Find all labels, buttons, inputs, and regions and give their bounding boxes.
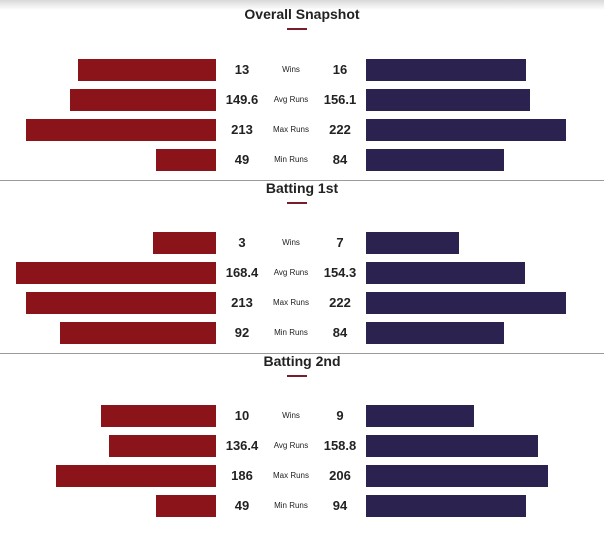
panel-title: Overall Snapshot	[244, 6, 360, 22]
row-max-runs: 213 Max Runs 222	[0, 292, 604, 314]
title-underline	[287, 28, 307, 30]
panel-title: Batting 1st	[265, 180, 339, 196]
panel-batting-2nd: Batting 2nd 10 Wins 9 136.4 Avg Runs 158…	[0, 347, 604, 519]
right-bar	[366, 405, 474, 427]
right-value-label: 154.3	[323, 265, 357, 280]
row-wins: 13 Wins 16	[0, 59, 604, 81]
row-wins: 10 Wins 9	[0, 405, 604, 427]
row-min-runs: 92 Min Runs 84	[0, 322, 604, 344]
metric-label: Max Runs	[272, 125, 309, 134]
metric-label: Min Runs	[274, 501, 308, 510]
left-value-label: 92	[234, 325, 250, 340]
section-divider	[0, 180, 604, 181]
metric-label: Min Runs	[274, 328, 308, 337]
panel-overall-snapshot: Overall Snapshot 13 Wins 16 149.6 Avg Ru…	[0, 0, 604, 172]
right-value-label: 7	[336, 235, 344, 250]
right-value-label: 84	[332, 152, 348, 167]
left-value-label: 10	[234, 408, 250, 423]
right-bar	[366, 262, 525, 284]
row-avg-runs: 149.6 Avg Runs 156.1	[0, 89, 604, 111]
right-bar	[366, 495, 526, 517]
left-bar	[156, 149, 216, 171]
section-divider	[0, 353, 604, 354]
row-min-runs: 49 Min Runs 94	[0, 495, 604, 517]
right-bar	[366, 292, 566, 314]
left-value-label: 13	[234, 62, 250, 77]
right-bar	[366, 232, 459, 254]
top-shadow	[0, 0, 604, 10]
metric-label: Max Runs	[272, 298, 309, 307]
row-max-runs: 213 Max Runs 222	[0, 119, 604, 141]
left-bar	[56, 465, 216, 487]
metric-label: Avg Runs	[273, 95, 309, 104]
left-bar	[156, 495, 216, 517]
left-value-label: 186	[231, 468, 253, 483]
right-bar	[366, 322, 504, 344]
right-value-label: 94	[332, 498, 348, 513]
panel-batting-1st: Batting 1st 3 Wins 7 168.4 Avg Runs 154.…	[0, 174, 604, 346]
metric-label: Wins	[282, 411, 300, 420]
right-value-label: 222	[329, 295, 351, 310]
row-max-runs: 186 Max Runs 206	[0, 465, 604, 487]
right-bar	[366, 89, 530, 111]
right-bar	[366, 149, 504, 171]
right-bar	[366, 435, 538, 457]
right-value-label: 84	[332, 325, 348, 340]
right-value-label: 16	[332, 62, 348, 77]
left-value-label: 136.4	[225, 438, 259, 453]
metric-label: Avg Runs	[273, 268, 309, 277]
row-min-runs: 49 Min Runs 84	[0, 149, 604, 171]
right-value-label: 156.1	[323, 92, 357, 107]
left-bar	[70, 89, 216, 111]
metric-label: Min Runs	[274, 155, 308, 164]
left-bar	[26, 119, 216, 141]
row-wins: 3 Wins 7	[0, 232, 604, 254]
right-bar	[366, 119, 566, 141]
metric-label: Max Runs	[272, 471, 309, 480]
right-value-label: 9	[336, 408, 344, 423]
left-bar	[109, 435, 216, 457]
left-value-label: 149.6	[225, 92, 259, 107]
title-underline	[287, 202, 307, 204]
left-bar	[78, 59, 216, 81]
left-bar	[153, 232, 216, 254]
right-bar	[366, 465, 548, 487]
left-bar	[26, 292, 216, 314]
left-value-label: 49	[234, 498, 250, 513]
left-value-label: 213	[231, 295, 253, 310]
row-avg-runs: 168.4 Avg Runs 154.3	[0, 262, 604, 284]
left-bar	[60, 322, 216, 344]
left-value-label: 213	[231, 122, 253, 137]
left-value-label: 3	[238, 235, 246, 250]
row-avg-runs: 136.4 Avg Runs 158.8	[0, 435, 604, 457]
left-bar	[16, 262, 216, 284]
right-value-label: 158.8	[323, 438, 357, 453]
panel-title: Batting 2nd	[263, 353, 341, 369]
right-value-label: 222	[329, 122, 351, 137]
left-value-label: 49	[234, 152, 250, 167]
left-value-label: 168.4	[225, 265, 259, 280]
metric-label: Wins	[282, 238, 300, 247]
right-value-label: 206	[329, 468, 351, 483]
right-bar	[366, 59, 526, 81]
title-underline	[287, 375, 307, 377]
metric-label: Wins	[282, 65, 300, 74]
metric-label: Avg Runs	[273, 441, 309, 450]
left-bar	[101, 405, 216, 427]
